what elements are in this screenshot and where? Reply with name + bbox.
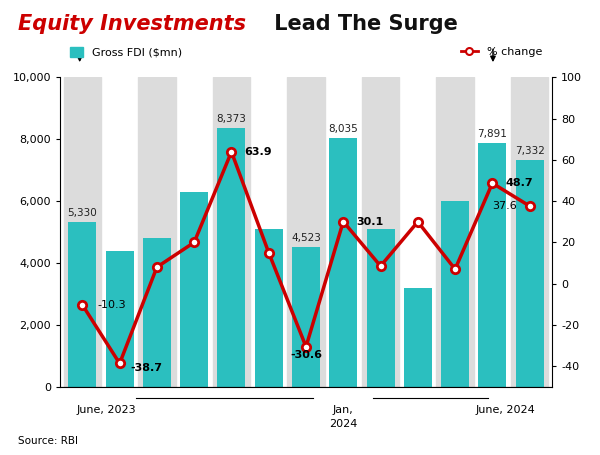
Legend: Gross FDI ($mn): Gross FDI ($mn) [65,43,187,62]
Bar [180,192,208,387]
Bar [441,201,469,387]
Text: -30.6: -30.6 [290,350,322,360]
Text: -38.7: -38.7 [131,363,163,373]
Text: Equity Investments: Equity Investments [18,14,246,34]
Text: 5,330: 5,330 [67,208,97,218]
Bar [367,229,395,387]
Bar [292,247,320,387]
Text: 37.6: 37.6 [492,201,517,211]
Text: 30.1: 30.1 [356,217,383,227]
Text: 7,332: 7,332 [515,146,545,156]
Bar [64,77,101,387]
Bar [255,229,283,387]
Text: Lead The Surge: Lead The Surge [267,14,458,34]
Text: 4,523: 4,523 [291,233,321,243]
Bar [515,160,544,387]
Text: Jan,: Jan, [333,405,353,415]
Text: Source: RBI: Source: RBI [18,436,78,446]
Text: 7,891: 7,891 [478,129,508,139]
Bar [478,142,506,387]
Bar [138,77,176,387]
Text: 8,035: 8,035 [328,124,358,134]
Bar [217,128,245,387]
Bar [436,77,474,387]
Bar [68,222,97,387]
Legend: % change: % change [457,43,547,61]
Bar [404,288,432,387]
Text: June, 2023: June, 2023 [76,405,136,415]
Text: 63.9: 63.9 [245,147,272,157]
Bar [106,251,134,387]
Bar [362,77,399,387]
Text: June, 2024: June, 2024 [476,405,536,415]
Text: 8,373: 8,373 [217,114,247,124]
Text: 2024: 2024 [329,419,358,429]
Bar [143,238,171,387]
Text: -10.3: -10.3 [97,300,126,310]
Text: 48.7: 48.7 [505,178,533,188]
Bar [511,77,548,387]
Bar [287,77,325,387]
Bar [213,77,250,387]
Bar [329,138,357,387]
